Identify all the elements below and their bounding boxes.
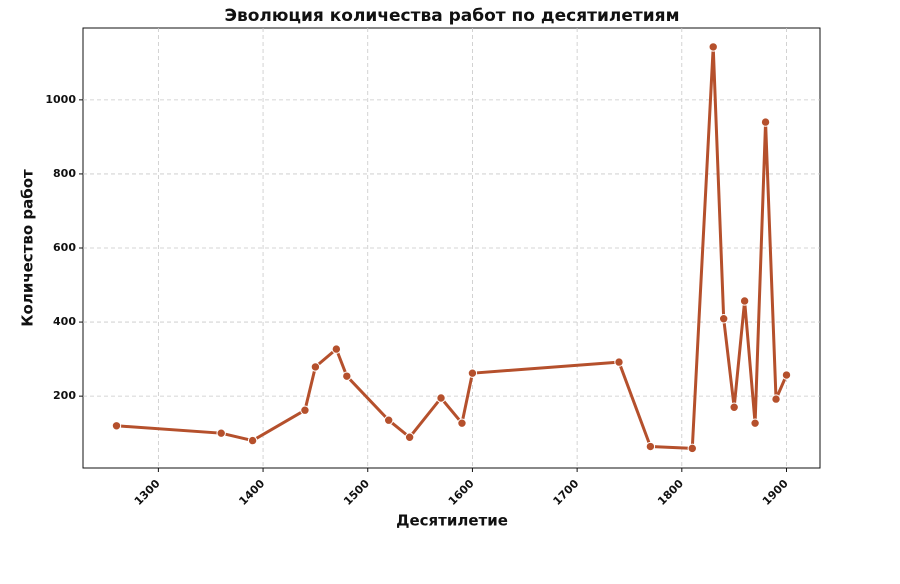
point <box>708 42 718 52</box>
y-tick-label: 800 <box>53 167 76 180</box>
x-axis-label: Десятилетие <box>396 512 508 530</box>
point <box>750 418 760 428</box>
y-tick-label: 600 <box>53 241 76 254</box>
point <box>331 344 342 354</box>
x-tick-label: 1400 <box>236 477 267 508</box>
point <box>739 296 750 306</box>
y-tick-label: 400 <box>53 315 76 328</box>
point <box>467 368 478 378</box>
point <box>781 370 792 380</box>
point <box>310 362 321 372</box>
x-tick-label: 1900 <box>760 477 791 508</box>
point <box>436 393 446 403</box>
y-tick-label: 200 <box>53 389 76 402</box>
point <box>247 435 258 446</box>
point <box>771 394 781 404</box>
x-tick-label: 1800 <box>655 477 686 508</box>
point <box>342 371 352 381</box>
point <box>111 421 122 431</box>
y-tick-label: 1000 <box>45 93 76 106</box>
point <box>216 428 226 438</box>
x-tick-label: 1600 <box>446 477 477 508</box>
point <box>645 441 656 452</box>
point <box>718 314 729 324</box>
x-tick-label: 1700 <box>551 477 582 508</box>
y-axis-label: Количество работ <box>19 169 37 327</box>
point <box>457 418 467 428</box>
point <box>614 357 624 367</box>
point <box>404 432 415 442</box>
point <box>300 405 310 415</box>
x-tick-label: 1300 <box>132 477 163 508</box>
x-tick-label: 1500 <box>341 477 372 508</box>
point <box>760 117 771 127</box>
point <box>383 415 394 425</box>
chart-title: Эволюция количества работ по десятилетия… <box>225 6 680 26</box>
point <box>687 443 697 454</box>
point <box>729 402 739 412</box>
